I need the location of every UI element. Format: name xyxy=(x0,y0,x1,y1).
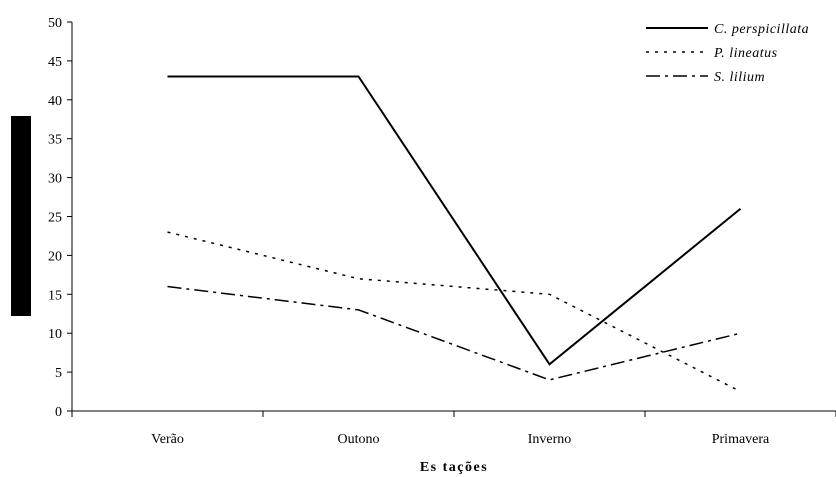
y-tick-label: 0 xyxy=(55,405,62,420)
y-tick-label: 10 xyxy=(48,327,62,342)
y-tick-label: 45 xyxy=(48,55,62,70)
redaction-bar xyxy=(11,116,31,316)
x-ticks: Verão Outono Inverno Primavera xyxy=(71,411,836,447)
series-line-1 xyxy=(167,75,742,366)
y-tick-label: 30 xyxy=(48,172,62,187)
legend-label-2: P. lineatus xyxy=(713,46,778,61)
y-tick-label: 5 xyxy=(55,366,62,381)
legend-label-3: S. lilium xyxy=(714,70,765,85)
series-line-2 xyxy=(167,231,741,393)
x-tick-label: Outono xyxy=(338,432,380,447)
y-tick-label: 50 xyxy=(48,16,62,31)
y-tick-label: 20 xyxy=(48,249,62,264)
y-tick-label: 25 xyxy=(48,211,62,226)
x-tick-label: Inverno xyxy=(528,432,572,447)
x-axis-title: Es tações xyxy=(420,460,488,475)
y-tick-label: 35 xyxy=(48,133,62,148)
y-tick-label: 40 xyxy=(48,94,62,109)
legend: C. perspicillata P. lineatus S. lilium xyxy=(646,22,809,85)
legend-label-1: C. perspicillata xyxy=(714,22,809,37)
x-tick-label: Primavera xyxy=(712,432,770,447)
series-lines xyxy=(167,75,742,393)
series-line-3 xyxy=(167,285,741,381)
y-tick-label: 15 xyxy=(48,288,62,303)
x-tick-label: Verão xyxy=(151,432,184,447)
y-ticks: 0 5 10 15 20 25 30 35 40 45 50 xyxy=(48,16,72,420)
